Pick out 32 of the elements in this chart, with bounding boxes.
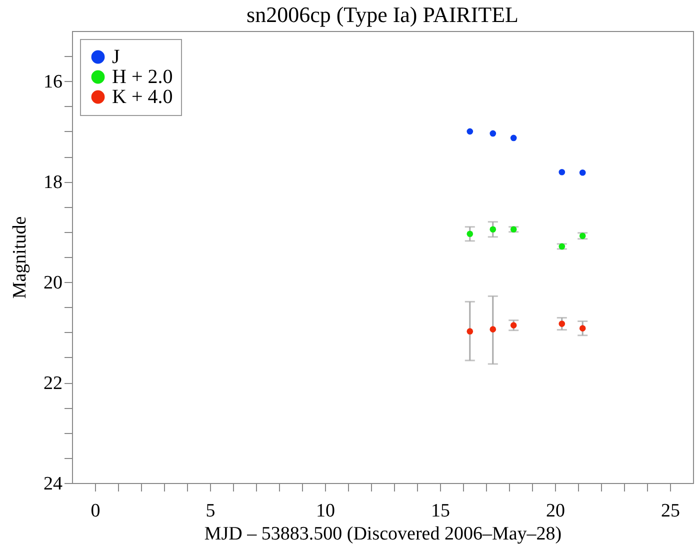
- point: [466, 230, 474, 238]
- y-tick-label: 20: [44, 272, 62, 294]
- x-tick-label: 10: [316, 500, 335, 522]
- point: [490, 130, 496, 137]
- y-tick-label: 22: [44, 373, 62, 394]
- chart-title: sn2006cp (Type Ia) PAIRITEL: [246, 2, 518, 27]
- point: [579, 169, 586, 176]
- point: [466, 128, 474, 135]
- legend-label: K + 4.0: [112, 86, 173, 108]
- x-axis-title: MJD – 53883.500 (Discovered 2006–May–28): [204, 524, 562, 544]
- point: [466, 328, 474, 334]
- y-tick-label: 16: [44, 72, 62, 93]
- point: [490, 326, 496, 332]
- x-tick-label: 5: [206, 500, 216, 522]
- legend-label: J: [112, 46, 120, 68]
- x-tick-label: 20: [546, 500, 565, 522]
- point: [490, 226, 496, 233]
- legend-label: H + 2.0: [112, 66, 173, 88]
- y-tick-label: 18: [44, 172, 62, 194]
- point: [579, 325, 586, 332]
- point: [579, 232, 586, 240]
- x-tick-label: 0: [90, 500, 100, 522]
- x-tick-label: 15: [431, 500, 450, 522]
- point: [510, 134, 517, 142]
- x-tick-label: 25: [661, 500, 680, 522]
- y-tick-label: 24: [44, 474, 63, 494]
- point: [558, 168, 566, 176]
- y-axis-title: Magnitude: [10, 216, 30, 299]
- point: [558, 243, 566, 250]
- point: [558, 320, 566, 327]
- point: [510, 226, 517, 233]
- point: [510, 322, 517, 328]
